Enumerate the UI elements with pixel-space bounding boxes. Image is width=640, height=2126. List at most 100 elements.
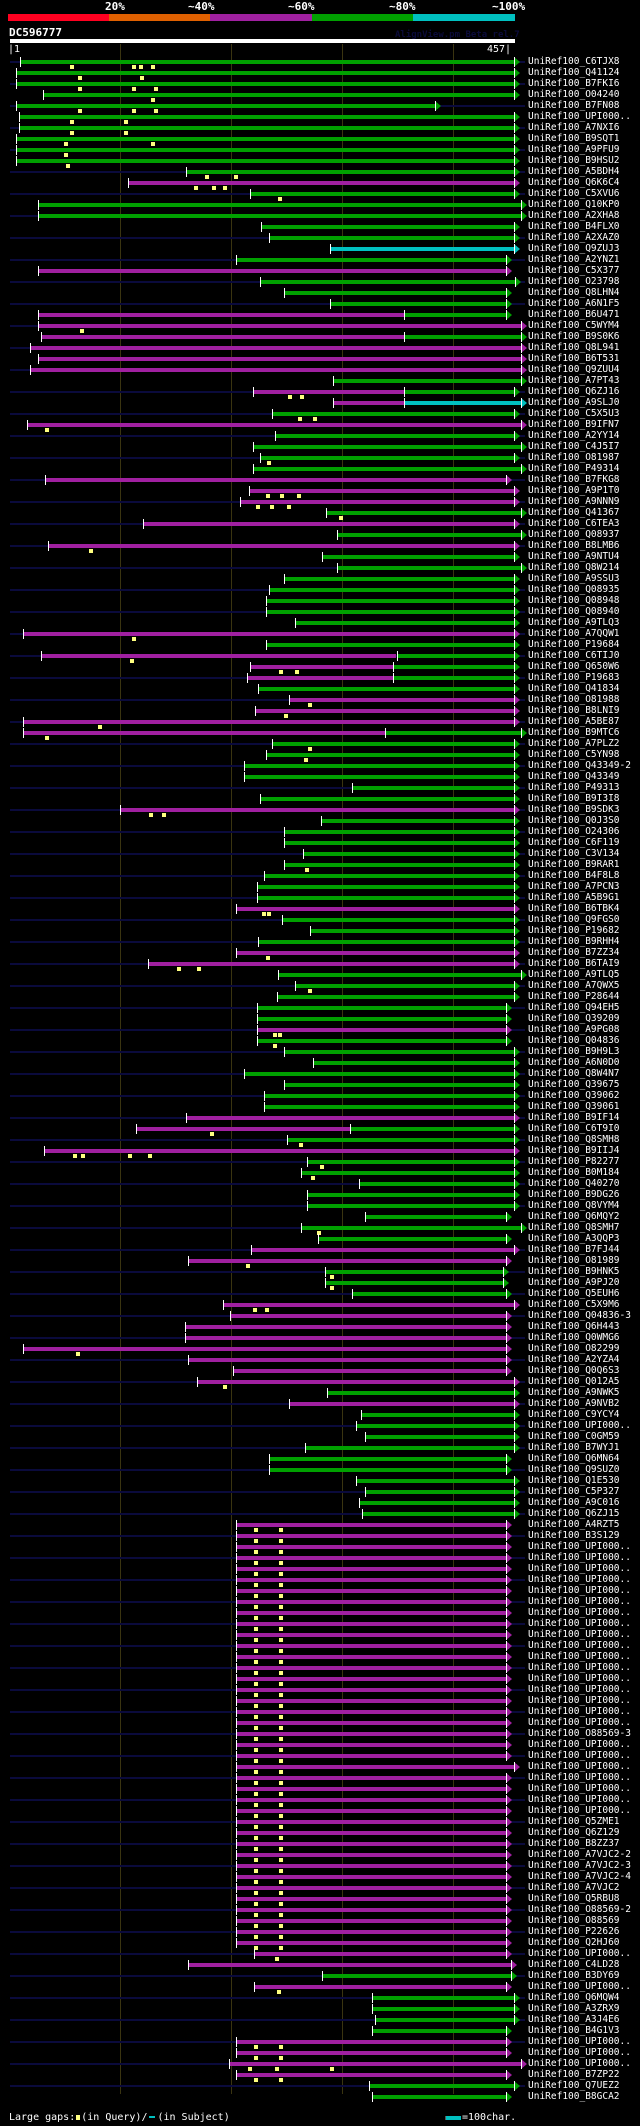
- hit-label[interactable]: UniRef100_A5BDH4: [528, 166, 620, 177]
- hit-label[interactable]: UniRef100_Q9ZUU4: [528, 364, 620, 375]
- hit-label[interactable]: UniRef100_A7NXI6: [528, 122, 620, 133]
- hit-label[interactable]: UniRef100_Q9ZUJ3: [528, 243, 620, 254]
- hit-label[interactable]: UniRef100_B8LMB6: [528, 540, 620, 551]
- hit-label[interactable]: UniRef100_B9MTC6: [528, 727, 620, 738]
- hit-label[interactable]: UniRef100_Q5ZME1: [528, 1816, 620, 1827]
- hit-label[interactable]: UniRef100_B6T531: [528, 353, 620, 364]
- hit-label[interactable]: UniRef100_UPI000..: [528, 1596, 631, 1607]
- hit-label[interactable]: UniRef100_UPI000..: [528, 1420, 631, 1431]
- hit-label[interactable]: UniRef100_Q8SMH8: [528, 1134, 620, 1145]
- hit-label[interactable]: UniRef100_Q8LHN4: [528, 287, 620, 298]
- hit-label[interactable]: UniRef100_Q2HJ60: [528, 1937, 620, 1948]
- hit-label[interactable]: UniRef100_B9HSU2: [528, 155, 620, 166]
- hit-label[interactable]: UniRef100_UPI000..: [528, 1750, 631, 1761]
- hit-label[interactable]: UniRef100_UPI000..: [528, 1948, 631, 1959]
- hit-label[interactable]: UniRef100_C5XVU6: [528, 188, 620, 199]
- hit-label[interactable]: UniRef100_UPI000..: [528, 1607, 631, 1618]
- hit-label[interactable]: UniRef100_O88569: [528, 1915, 620, 1926]
- hit-label[interactable]: UniRef100_Q6K6C4: [528, 177, 620, 188]
- hit-label[interactable]: UniRef100_B7ZZ34: [528, 947, 620, 958]
- hit-label[interactable]: UniRef100_B7FKI6: [528, 78, 620, 89]
- hit-label[interactable]: UniRef100_UPI000..: [528, 1706, 631, 1717]
- hit-label[interactable]: UniRef100_B4G1V3: [528, 2025, 620, 2036]
- hit-label[interactable]: UniRef100_Q41124: [528, 67, 620, 78]
- hit-label[interactable]: UniRef100_UPI000..: [528, 1618, 631, 1629]
- hit-label[interactable]: UniRef100_Q0J3S0: [528, 815, 620, 826]
- hit-label[interactable]: UniRef100_Q6H443: [528, 1321, 620, 1332]
- hit-label[interactable]: UniRef100_A9SLJ0: [528, 397, 620, 408]
- hit-label[interactable]: UniRef100_A2XHA8: [528, 210, 620, 221]
- hit-label[interactable]: UniRef100_UPI000..: [528, 1717, 631, 1728]
- hit-label[interactable]: UniRef100_Q6Z129: [528, 1827, 620, 1838]
- hit-label[interactable]: UniRef100_P19683: [528, 672, 620, 683]
- hit-label[interactable]: UniRef100_O04240: [528, 89, 620, 100]
- hit-label[interactable]: UniRef100_C0GM59: [528, 1431, 620, 1442]
- hit-label[interactable]: UniRef100_A9NTU4: [528, 551, 620, 562]
- hit-label[interactable]: UniRef100_A6N1F5: [528, 298, 620, 309]
- hit-label[interactable]: UniRef100_B9I3I8: [528, 793, 620, 804]
- hit-label[interactable]: UniRef100_A7VJC2-3: [528, 1860, 631, 1871]
- hit-label[interactable]: UniRef100_A9P1T0: [528, 485, 620, 496]
- hit-label[interactable]: UniRef100_A7PCN3: [528, 881, 620, 892]
- hit-label[interactable]: UniRef100_A9TLQ3: [528, 617, 620, 628]
- hit-label[interactable]: UniRef100_P19684: [528, 639, 620, 650]
- hit-label[interactable]: UniRef100_B4F8L8: [528, 870, 620, 881]
- hit-label[interactable]: UniRef100_C5YN98: [528, 749, 620, 760]
- hit-label[interactable]: UniRef100_UPI000..: [528, 1574, 631, 1585]
- hit-label[interactable]: UniRef100_B6TBK4: [528, 903, 620, 914]
- hit-label[interactable]: UniRef100_Q94EH5: [528, 1002, 620, 1013]
- hit-label[interactable]: UniRef100_UPI000..: [528, 1684, 631, 1695]
- hit-label[interactable]: UniRef100_B9DG26: [528, 1189, 620, 1200]
- hit-label[interactable]: UniRef100_UPI000..: [528, 1541, 631, 1552]
- hit-label[interactable]: UniRef100_C5X377: [528, 265, 620, 276]
- hit-label[interactable]: UniRef100_P82277: [528, 1156, 620, 1167]
- hit-label[interactable]: UniRef100_C3V134: [528, 848, 620, 859]
- hit-label[interactable]: UniRef100_UPI000..: [528, 1585, 631, 1596]
- hit-label[interactable]: UniRef100_Q08940: [528, 606, 620, 617]
- hit-label[interactable]: UniRef100_Q43349-2: [528, 760, 631, 771]
- hit-label[interactable]: UniRef100_UPI000..: [528, 1805, 631, 1816]
- hit-label[interactable]: UniRef100_Q012A5: [528, 1376, 620, 1387]
- hit-label[interactable]: UniRef100_Q41834: [528, 683, 620, 694]
- hit-label[interactable]: UniRef100_Q6ZJ16: [528, 386, 620, 397]
- hit-label[interactable]: UniRef100_A7VJC2: [528, 1882, 620, 1893]
- hit-label[interactable]: UniRef100_C5WYM4: [528, 320, 620, 331]
- hit-label[interactable]: UniRef100_Q10KP0: [528, 199, 620, 210]
- hit-label[interactable]: UniRef100_O82299: [528, 1343, 620, 1354]
- hit-label[interactable]: UniRef100_Q9SUZ0: [528, 1464, 620, 1475]
- hit-label[interactable]: UniRef100_A2YZA4: [528, 1354, 620, 1365]
- hit-label[interactable]: UniRef100_UPI000..: [528, 1739, 631, 1750]
- hit-label[interactable]: UniRef100_UPI000..: [528, 1651, 631, 1662]
- hit-label[interactable]: UniRef100_Q04836-3: [528, 1310, 631, 1321]
- hit-label[interactable]: UniRef100_B7ZP22: [528, 2069, 620, 2080]
- hit-label[interactable]: UniRef100_Q41367: [528, 507, 620, 518]
- hit-label[interactable]: UniRef100_UPI000..: [528, 1783, 631, 1794]
- hit-label[interactable]: UniRef100_B0M184: [528, 1167, 620, 1178]
- hit-label[interactable]: UniRef100_C5P327: [528, 1486, 620, 1497]
- hit-label[interactable]: UniRef100_Q08935: [528, 584, 620, 595]
- hit-label[interactable]: UniRef100_P22626: [528, 1926, 620, 1937]
- hit-label[interactable]: UniRef100_A5BE87: [528, 716, 620, 727]
- hit-label[interactable]: UniRef100_B9S0K6: [528, 331, 620, 342]
- hit-label[interactable]: UniRef100_A3QQP3: [528, 1233, 620, 1244]
- hit-label[interactable]: UniRef100_C9YCY4: [528, 1409, 620, 1420]
- hit-label[interactable]: UniRef100_A9PJ20: [528, 1277, 620, 1288]
- hit-label[interactable]: UniRef100_O88569-3: [528, 1728, 631, 1739]
- hit-label[interactable]: UniRef100_A7PLZ2: [528, 738, 620, 749]
- hit-label[interactable]: UniRef100_UPI000..: [528, 1662, 631, 1673]
- hit-label[interactable]: UniRef100_Q5EUH6: [528, 1288, 620, 1299]
- hit-label[interactable]: UniRef100_A9NWK5: [528, 1387, 620, 1398]
- hit-label[interactable]: UniRef100_A9PG08: [528, 1024, 620, 1035]
- hit-label[interactable]: UniRef100_Q8W4N7: [528, 1068, 620, 1079]
- hit-label[interactable]: UniRef100_O23798: [528, 276, 620, 287]
- hit-label[interactable]: UniRef100_Q08937: [528, 529, 620, 540]
- hit-label[interactable]: UniRef100_Q5RBU8: [528, 1893, 620, 1904]
- hit-label[interactable]: UniRef100_UPI000..: [528, 1552, 631, 1563]
- hit-label[interactable]: UniRef100_Q8L941: [528, 342, 620, 353]
- hit-label[interactable]: UniRef100_UPI000..: [528, 2058, 631, 2069]
- hit-label[interactable]: UniRef100_UPI000..: [528, 111, 631, 122]
- hit-label[interactable]: UniRef100_A2YNZ1: [528, 254, 620, 265]
- hit-label[interactable]: UniRef100_Q04836: [528, 1035, 620, 1046]
- hit-label[interactable]: UniRef100_A7QWX5: [528, 980, 620, 991]
- hit-label[interactable]: UniRef100_A9C016: [528, 1497, 620, 1508]
